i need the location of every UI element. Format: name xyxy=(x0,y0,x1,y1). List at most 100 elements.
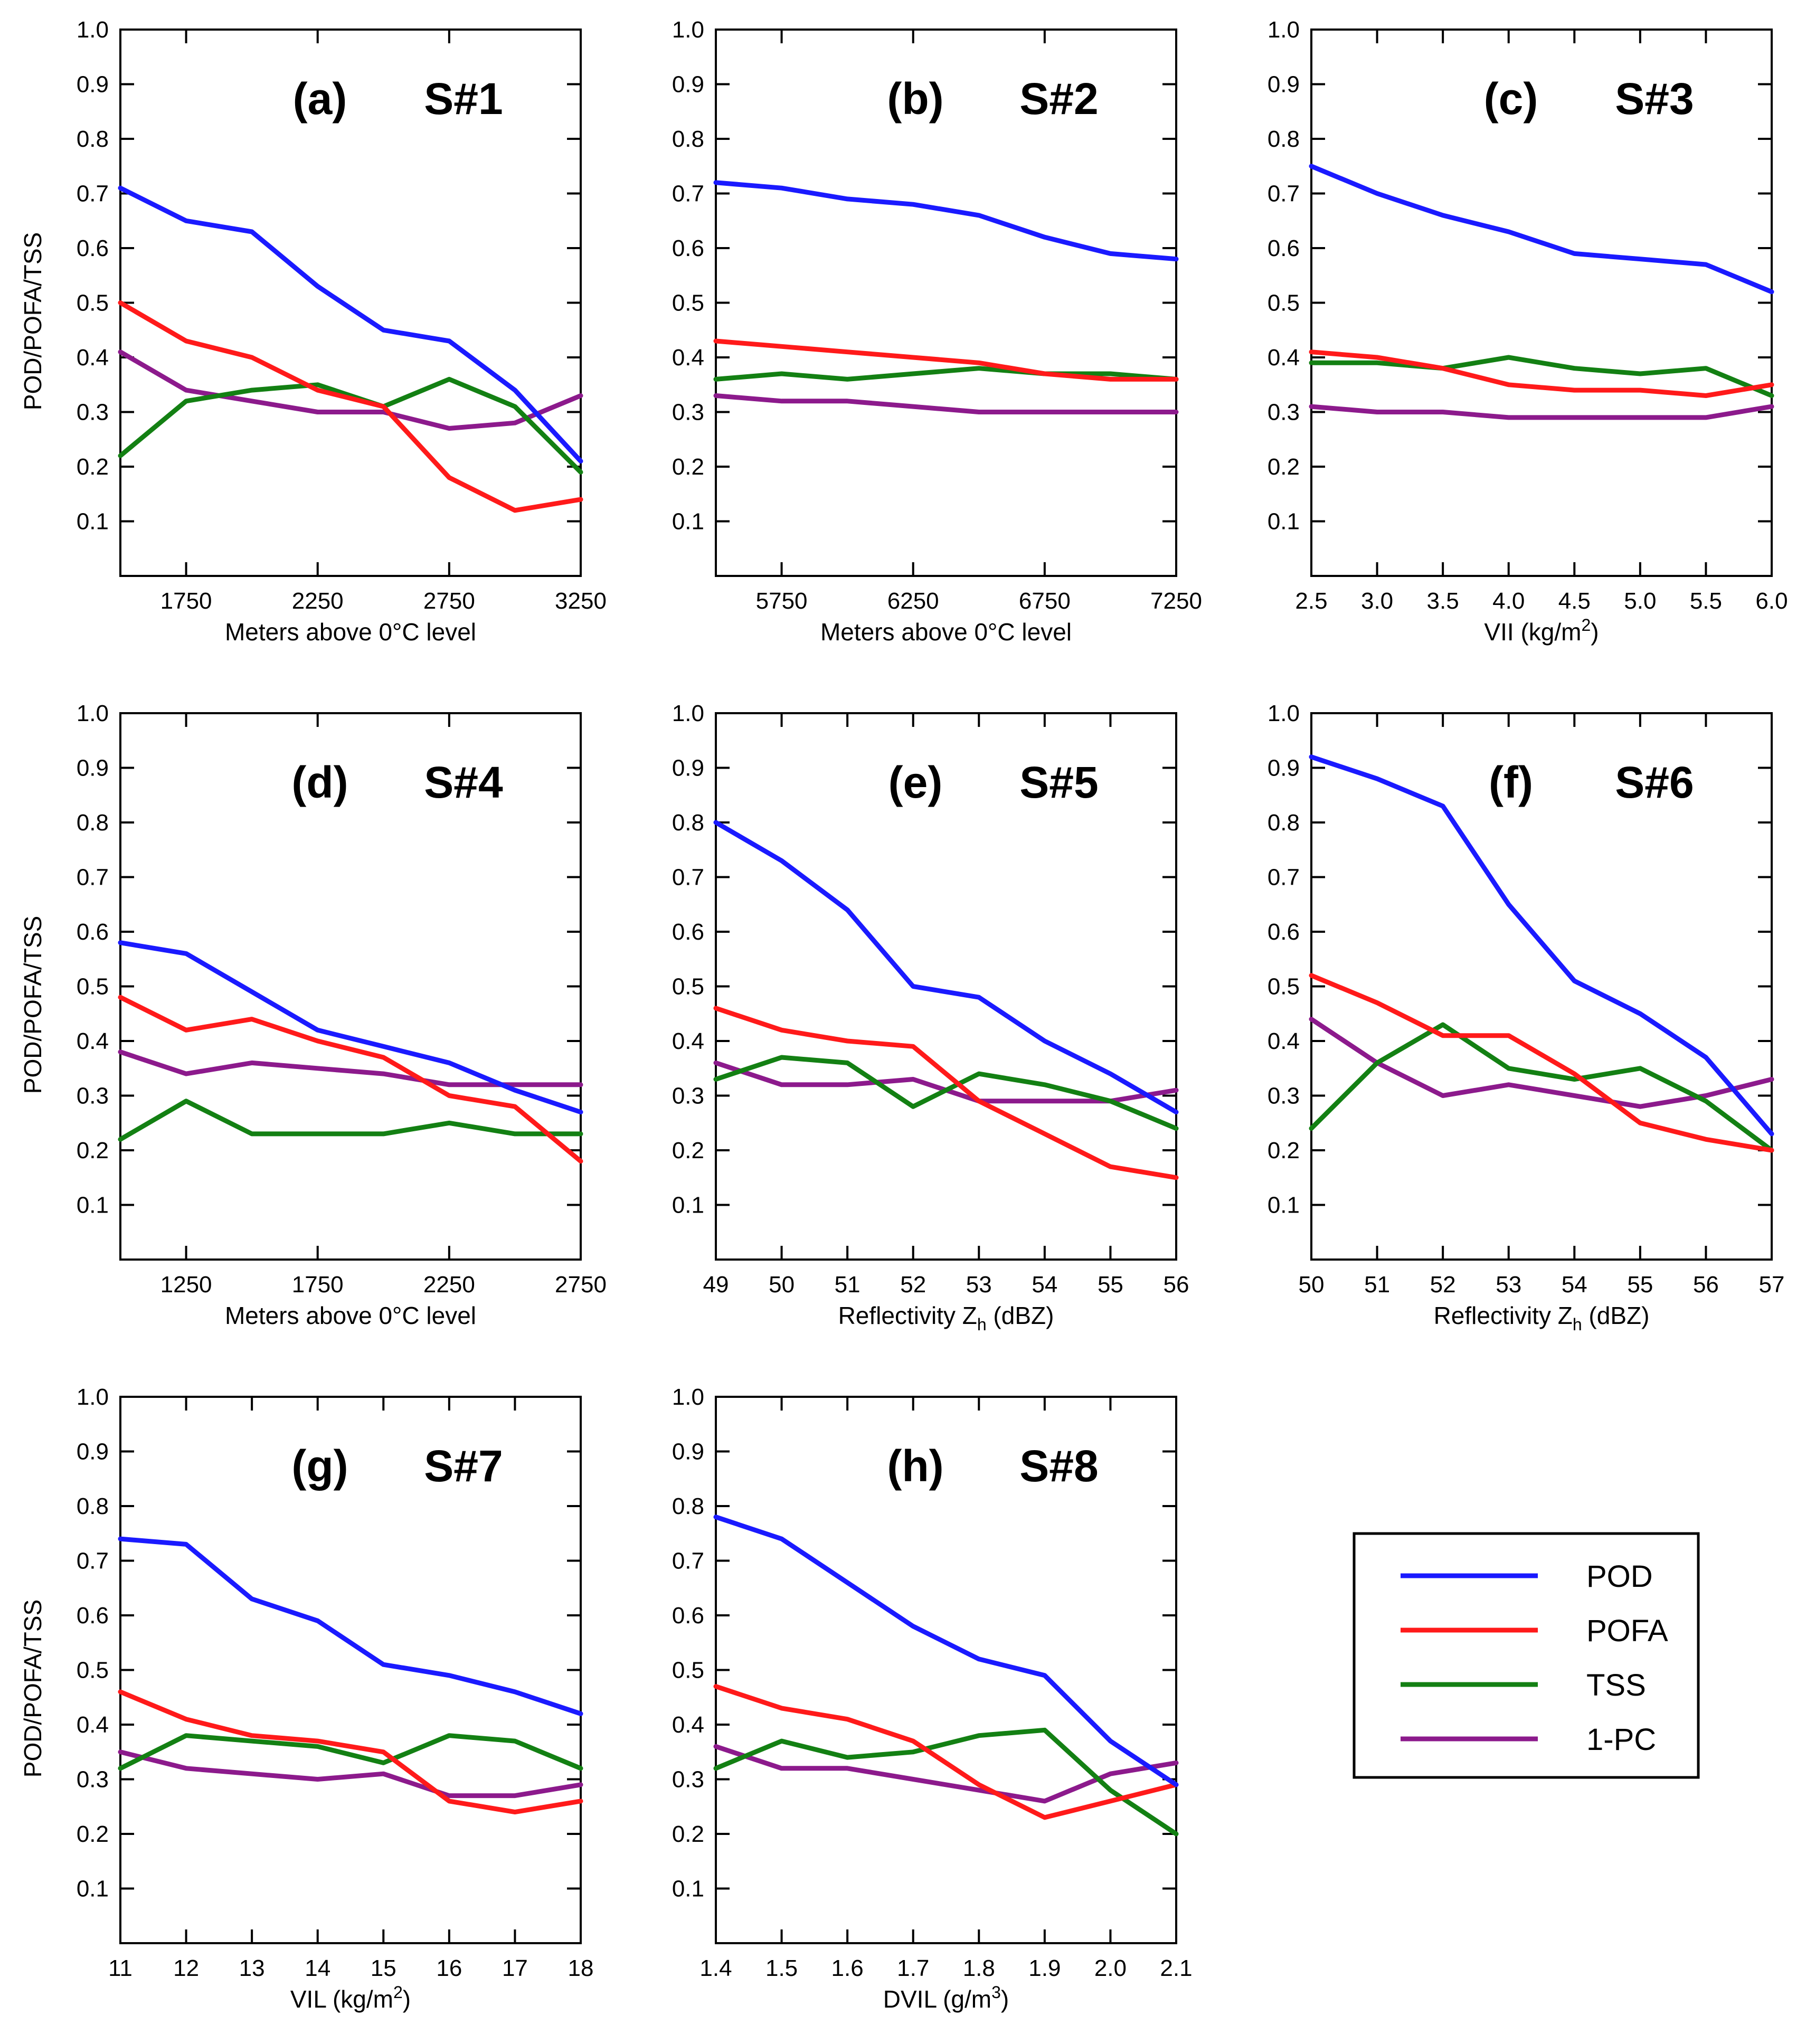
y-tick-label: 0.1 xyxy=(77,1876,109,1902)
x-tick-label: 14 xyxy=(305,1955,330,1981)
panel-title: S#2 xyxy=(1019,74,1098,124)
x-tick-label: 53 xyxy=(966,1272,992,1298)
y-tick-label: 0.7 xyxy=(77,1548,109,1574)
plot-frame xyxy=(119,712,582,1261)
x-tick-label: 51 xyxy=(835,1272,861,1298)
y-tick-label: 0.8 xyxy=(77,1493,109,1519)
x-tick-label: 11 xyxy=(108,1955,133,1981)
y-tick-label: 0.5 xyxy=(77,1658,109,1683)
y-tick-label: 0.6 xyxy=(1268,235,1300,261)
legend-item-pod: POD xyxy=(1401,1559,1653,1594)
legend-label-tss: TSS xyxy=(1586,1668,1646,1702)
series-line-pod xyxy=(713,180,1179,262)
panel-label: (g) xyxy=(291,1441,348,1491)
x-axis-title: Meters above 0°C level xyxy=(820,618,1072,646)
x-axis-title-subscript: h xyxy=(1573,1315,1582,1334)
series-line-pofa xyxy=(118,1689,583,1815)
y-tick-label: 0.3 xyxy=(672,1083,704,1109)
y-tick-label: 0.9 xyxy=(77,755,109,781)
x-axis-title: VIL (kg/m2) xyxy=(290,1983,411,2013)
panel-title: S#5 xyxy=(1019,758,1098,807)
y-tick-label: 0.9 xyxy=(672,72,704,98)
series-line-1-pc xyxy=(118,1049,583,1087)
y-tick-label: 0.4 xyxy=(77,1028,109,1054)
legend-label-pod: POD xyxy=(1586,1559,1653,1594)
y-tick-label: 0.2 xyxy=(77,454,109,480)
y-tick-label: 0.4 xyxy=(77,1712,109,1738)
x-tick-label: 16 xyxy=(436,1955,462,1981)
legend-item-pofa: POFA xyxy=(1401,1614,1668,1648)
y-tick-label: 0.1 xyxy=(672,1193,704,1218)
x-tick-label: 54 xyxy=(1562,1272,1587,1298)
x-tick-label: 50 xyxy=(769,1272,795,1298)
panel-label: (a) xyxy=(293,74,347,124)
x-tick-label: 2250 xyxy=(292,588,344,614)
panel-title: S#3 xyxy=(1615,74,1694,124)
x-tick-label: 54 xyxy=(1032,1272,1057,1298)
panel-label: (e) xyxy=(888,758,943,807)
y-tick-label: 0.3 xyxy=(77,1767,109,1793)
y-tick-label: 0.1 xyxy=(672,1876,704,1902)
x-tick-label: 5.0 xyxy=(1624,588,1656,614)
legend-label-pofa: POFA xyxy=(1586,1614,1668,1648)
x-axis-title: Reflectivity Zh (dBZ) xyxy=(1434,1302,1650,1334)
x-tick-label: 3.5 xyxy=(1427,588,1459,614)
x-tick-label: 1.6 xyxy=(831,1955,864,1981)
y-tick-label: 0.5 xyxy=(672,974,704,1000)
chart-panel-a: 0.1 0.2 0.3 0.4 0.5 0.6 0.7 0.8 0.9 1.0 1750 2250 27… xyxy=(19,17,607,646)
series-line-pod xyxy=(1309,754,1774,1137)
y-tick-label: 0.8 xyxy=(672,1493,704,1519)
panel-title: S#6 xyxy=(1615,758,1694,807)
y-tick-label: 0.2 xyxy=(672,1821,704,1847)
y-tick-label: 0.2 xyxy=(1268,454,1300,480)
plot-frame xyxy=(1310,29,1773,577)
series-line-1-pc xyxy=(118,349,583,431)
y-tick-label: 0.6 xyxy=(672,1603,704,1629)
y-tick-label: 0.8 xyxy=(77,810,109,836)
x-tick-label: 57 xyxy=(1759,1272,1785,1298)
y-axis-title: POD/POFA/TSS xyxy=(19,1600,46,1777)
x-tick-label: 12 xyxy=(173,1955,199,1981)
y-tick-label: 1.0 xyxy=(672,17,704,43)
x-tick-label: 6.0 xyxy=(1755,588,1788,614)
y-tick-label: 1.0 xyxy=(672,1384,704,1410)
y-tick-label: 1.0 xyxy=(77,701,109,726)
y-axis-title: POD/POFA/TSS xyxy=(19,232,46,410)
x-tick-label: 2.0 xyxy=(1094,1955,1127,1981)
y-tick-label: 0.1 xyxy=(672,509,704,535)
chart-panel-f: 0.1 0.2 0.3 0.4 0.5 0.6 0.7 0.8 0.9 1.0 50 51 52 53 54… xyxy=(1268,701,1785,1334)
y-tick-label: 0.9 xyxy=(672,1439,704,1465)
series-line-tss xyxy=(1309,1022,1774,1153)
x-axis-title-superscript: 3 xyxy=(991,1983,1001,2002)
y-tick-label: 0.4 xyxy=(1268,1028,1300,1054)
x-tick-label: 55 xyxy=(1098,1272,1123,1298)
chart-panel-g: 0.1 0.2 0.3 0.4 0.5 0.6 0.7 0.8 0.9 1.0 11 12 13 14 15… xyxy=(19,1384,593,2013)
plot-frame xyxy=(119,1396,582,1944)
y-tick-label: 0.9 xyxy=(1268,755,1300,781)
series-line-tss xyxy=(118,1733,583,1771)
y-axis-title: POD/POFA/TSS xyxy=(19,916,46,1094)
x-axis-title-superscript: 2 xyxy=(1581,616,1591,635)
x-tick-label: 1.7 xyxy=(897,1955,929,1981)
y-tick-label: 0.9 xyxy=(672,755,704,781)
series-line-tss xyxy=(118,376,583,475)
chart-panels: 0.1 0.2 0.3 0.4 0.5 0.6 0.7 0.8 0.9 1.0 17 50 2250 2 7… xyxy=(19,17,1788,2013)
x-tick-label: 5750 xyxy=(756,588,808,614)
y-tick-label: 0.2 xyxy=(1268,1138,1300,1163)
x-axis-title: Meters above 0°C level xyxy=(225,1302,476,1329)
y-tick-label: 1.0 xyxy=(672,701,704,726)
y-tick-label: 0.6 xyxy=(77,1603,109,1629)
y-tick-label: 0.6 xyxy=(672,919,704,945)
x-tick-label: 1.9 xyxy=(1028,1955,1061,1981)
x-tick-label: 17 xyxy=(502,1955,528,1981)
y-tick-label: 0.9 xyxy=(77,1439,109,1465)
chart-panel-c: 0.1 0.2 0.3 0.4 0.5 0.6 0.7 0.8 0.9 1.0 2.5 3.0 3.5 4… xyxy=(1268,17,1788,646)
series-line-pofa xyxy=(118,995,583,1164)
panel-label: (h) xyxy=(887,1441,943,1491)
x-tick-label: 7250 xyxy=(1150,588,1202,614)
x-axis-title-subscript: h xyxy=(977,1315,987,1334)
y-tick-label: 0.2 xyxy=(672,1138,704,1163)
panel-label: (b) xyxy=(887,74,943,124)
y-tick-label: 0.3 xyxy=(672,400,704,425)
chart-panel-b: 0.1 0.2 0.3 0.4 0.5 0.6 0.7 0.8 0.9 1.0 5750 6250 67… xyxy=(672,17,1202,646)
